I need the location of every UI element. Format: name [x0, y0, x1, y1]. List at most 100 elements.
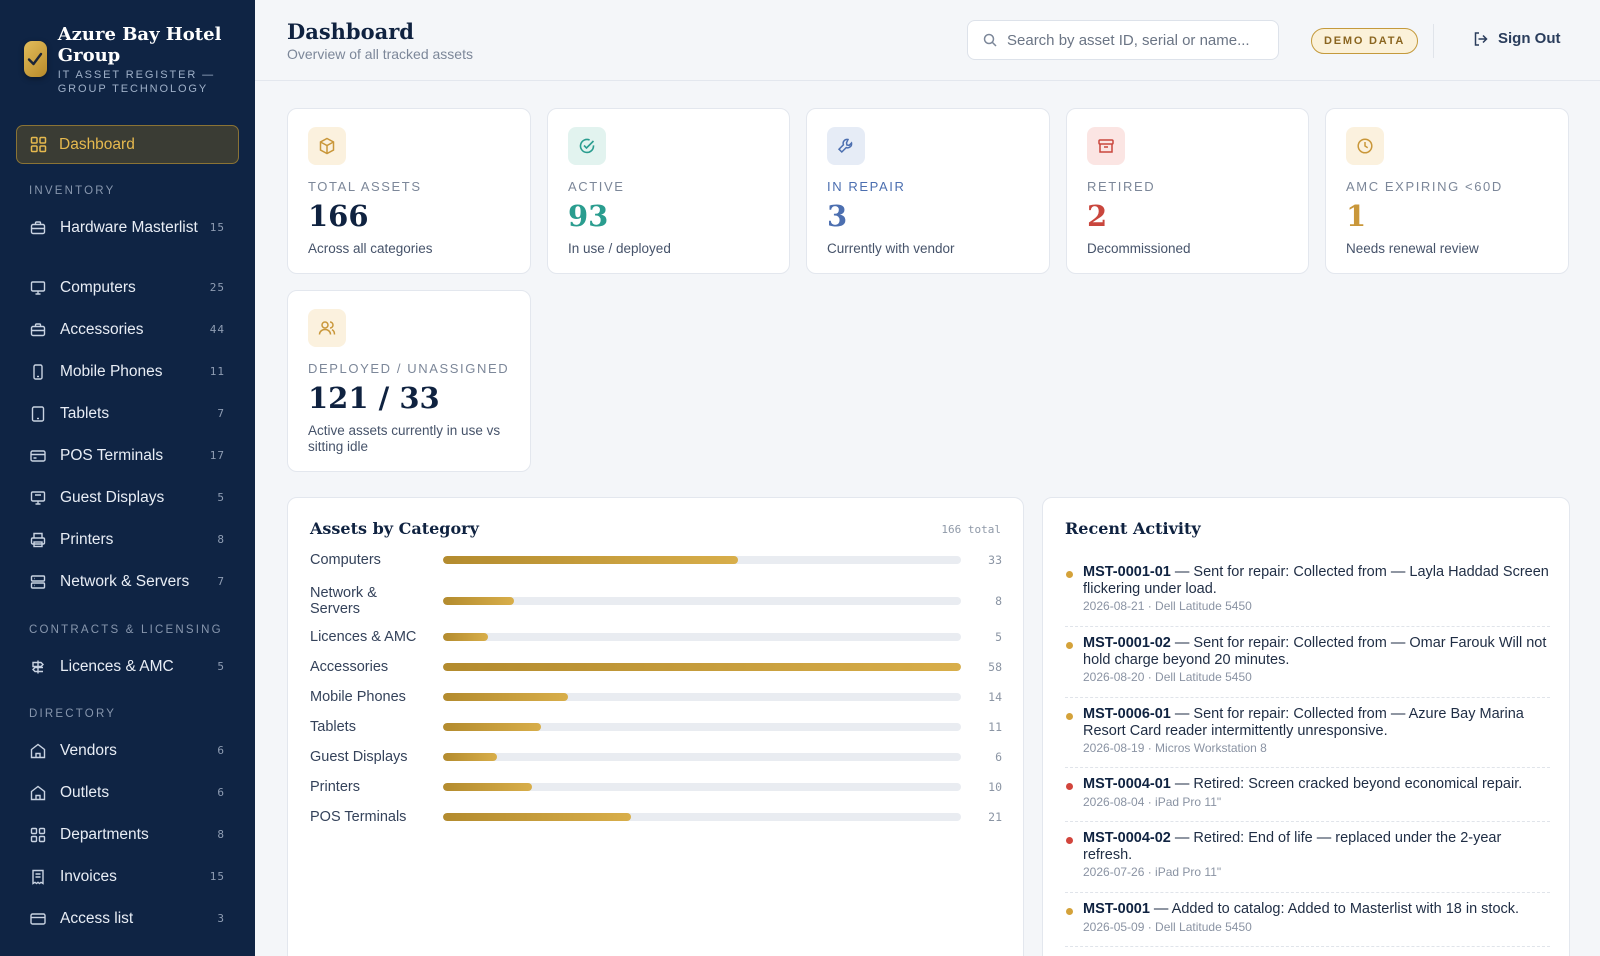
page-title: Dashboard [287, 19, 414, 44]
server-icon [29, 574, 47, 590]
nav-item-printers[interactable]: Printers 8 [29, 531, 225, 548]
activity-text: MST-0001 — Added to catalog: Added to Ma… [1083, 901, 1520, 917]
receipt-icon [29, 869, 47, 885]
nav-item-computers[interactable]: Computers 25 [29, 279, 225, 296]
activity-asset-id[interactable]: MST-0004-01 [1083, 776, 1171, 792]
nav-item-outlets[interactable]: Outlets 6 [29, 784, 225, 801]
nav-item-label: Printers [60, 531, 114, 548]
category-count: 5 [995, 630, 1002, 644]
store-icon [29, 743, 47, 759]
category-count: 10 [988, 780, 1002, 794]
nav-item-dashboard[interactable]: Dashboard [16, 125, 239, 164]
activity-item[interactable]: MST-0001-01 — Sent for repair: Collected… [1065, 564, 1550, 627]
panel-title: Assets by Category [310, 519, 479, 538]
nav-item-guest-displays[interactable]: Guest Displays 5 [29, 489, 225, 506]
stat-note: In use / deployed [568, 241, 671, 256]
status-dot [1066, 908, 1073, 915]
nav-item-pos-terminals[interactable]: POS Terminals 17 [29, 447, 225, 464]
category-bar [443, 813, 631, 821]
category-bar [443, 753, 497, 761]
stat-note: Decommissioned [1087, 241, 1191, 256]
stat-card-in-repair[interactable]: IN REPAIR 3 Currently with vendor [806, 108, 1050, 274]
briefcase-icon [29, 322, 47, 338]
category-count: 33 [988, 553, 1002, 567]
nav-item-count: 5 [217, 660, 225, 673]
activity-asset-id[interactable]: MST-0001-02 [1083, 635, 1171, 651]
activity-item[interactable]: MST-0001 — Added to catalog: Added to Ma… [1065, 901, 1550, 947]
nav-item-count: 11 [209, 365, 225, 378]
stat-note: Across all categories [308, 241, 433, 256]
nav-item-licences-amc[interactable]: Licences & AMC 5 [29, 658, 225, 675]
activity-item[interactable]: MST-0006-01 — Sent for repair: Collected… [1065, 706, 1550, 768]
activity-item[interactable]: MST-0004-02 — Retired: End of life — rep… [1065, 830, 1550, 893]
box-icon [308, 127, 346, 165]
activity-item[interactable]: MST-0004-01 — Retired: Screen cracked be… [1065, 776, 1550, 822]
category-row: Guest Displays 6 [310, 748, 1002, 766]
activity-meta: 2026-05-09 · Dell Latitude 5450 [1083, 919, 1252, 934]
activity-item[interactable]: MST-0001-02 — Sent for repair: Collected… [1065, 635, 1550, 698]
category-name: Printers [310, 779, 360, 795]
nav-item-departments[interactable]: Departments 8 [29, 826, 225, 843]
stat-card-total-assets[interactable]: TOTAL ASSETS 166 Across all categories [287, 108, 531, 274]
sign-out-button[interactable]: Sign Out [1473, 30, 1561, 47]
nav-item-hardware-masterlist[interactable]: Hardware Masterlist 15 [29, 219, 225, 236]
archive-icon [1087, 127, 1125, 165]
nav-item-label: POS Terminals [60, 447, 164, 464]
category-bar-track [443, 753, 961, 761]
activity-asset-id[interactable]: MST-0006-01 [1083, 706, 1171, 722]
stat-value: 2 [1087, 199, 1108, 233]
search-box[interactable] [967, 20, 1279, 60]
search-input[interactable] [1007, 31, 1267, 49]
category-count: 14 [988, 690, 1002, 704]
category-bar [443, 783, 533, 791]
nav-item-mobile-phones[interactable]: Mobile Phones 11 [29, 363, 225, 380]
nav-item-count: 7 [217, 575, 225, 588]
search-icon [983, 33, 997, 47]
nav-item-accessories[interactable]: Accessories 44 [29, 321, 225, 338]
grid-icon [29, 827, 47, 843]
category-bar-track [443, 556, 961, 564]
nav-item-vendors[interactable]: Vendors 6 [29, 742, 225, 759]
category-row: Computers 33 [310, 551, 1002, 569]
category-row: Accessories 58 [310, 658, 1002, 676]
category-bar-track [443, 633, 961, 641]
nav-item-count: 5 [217, 491, 225, 504]
stat-card-retired[interactable]: RETIRED 2 Decommissioned [1066, 108, 1309, 274]
status-dot [1066, 713, 1073, 720]
panel-title: Recent Activity [1065, 519, 1201, 538]
nav-item-network-servers[interactable]: Network & Servers 7 [29, 573, 225, 590]
stat-card-amc-expiring[interactable]: AMC EXPIRING <60D 1 Needs renewal review [1325, 108, 1569, 274]
nav-item-label: Dashboard [59, 135, 135, 153]
nav-item-count: 8 [217, 533, 225, 546]
category-total: 166 total [941, 523, 1001, 536]
category-bar-track [443, 783, 961, 791]
nav-item-label: Hardware Masterlist [60, 219, 198, 236]
assets-by-category-panel: Assets by Category 166 total Computers 33… [287, 497, 1024, 956]
stat-label: DEPLOYED / UNASSIGNED [308, 361, 510, 376]
section-label-directory: DIRECTORY [29, 708, 117, 720]
activity-asset-id[interactable]: MST-0001 [1083, 901, 1150, 917]
activity-text: MST-0001-01 — Sent for repair: Collected… [1083, 564, 1549, 597]
category-name: Mobile Phones [310, 689, 406, 705]
category-bar-track [443, 597, 961, 605]
nav-item-label: Accessories [60, 321, 144, 338]
activity-meta: 2026-08-19 · Micros Workstation 8 [1083, 741, 1267, 755]
category-bar [443, 723, 542, 731]
category-count: 11 [988, 720, 1002, 734]
nav-item-access-list[interactable]: Access list 3 [29, 910, 225, 927]
activity-meta: 2026-08-20 · Dell Latitude 5450 [1083, 670, 1252, 684]
activity-text: MST-0001-02 — Sent for repair: Collected… [1083, 635, 1547, 668]
category-bar [443, 693, 569, 701]
nav-item-tablets[interactable]: Tablets 7 [29, 405, 225, 422]
printer-icon [29, 532, 47, 548]
category-row: Printers 10 [310, 778, 1002, 796]
category-row: Network & Servers 8 [310, 584, 1002, 618]
activity-asset-id[interactable]: MST-0004-02 [1083, 830, 1171, 846]
stat-card-deployed-unassigned[interactable]: DEPLOYED / UNASSIGNED 121 / 33 Active as… [287, 290, 531, 472]
page-subtitle: Overview of all tracked assets [287, 46, 473, 62]
brand: Azure Bay Hotel Group IT ASSET REGISTER … [24, 24, 255, 96]
stat-card-active[interactable]: ACTIVE 93 In use / deployed [547, 108, 790, 274]
nav-item-invoices[interactable]: Invoices 15 [29, 868, 225, 885]
nav-item-count: 8 [217, 828, 225, 841]
activity-asset-id[interactable]: MST-0001-01 [1083, 564, 1171, 580]
